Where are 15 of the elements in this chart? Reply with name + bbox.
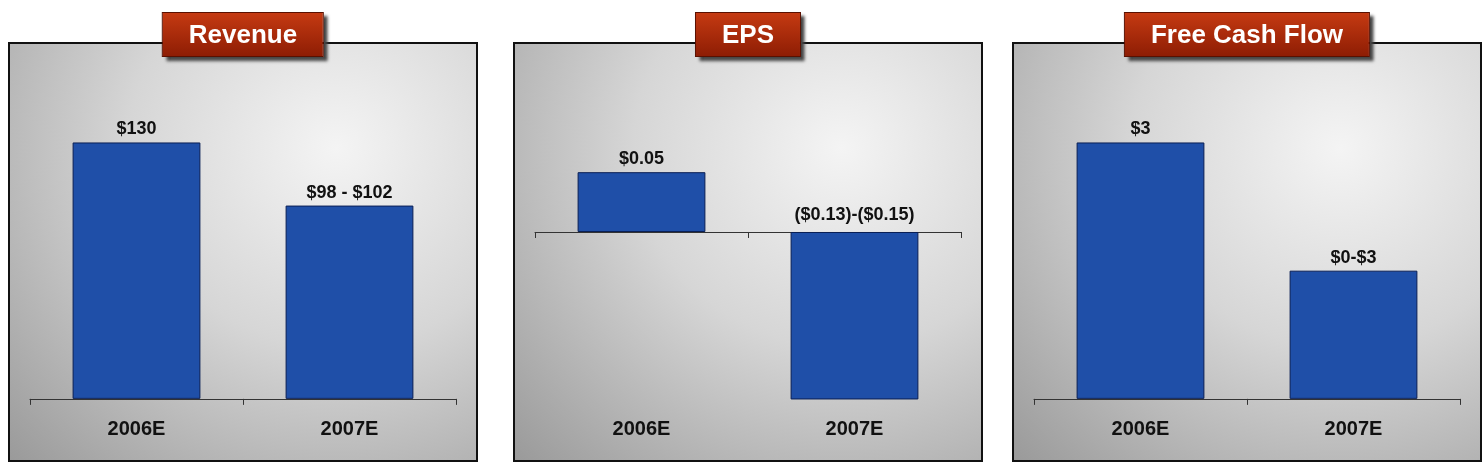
data-label: ($0.13)-($0.15) bbox=[794, 203, 915, 224]
chart-title: EPS bbox=[694, 12, 802, 57]
data-label: $3 bbox=[1130, 118, 1151, 139]
data-label: $0.05 bbox=[618, 148, 665, 169]
data-label: $0-$3 bbox=[1330, 246, 1377, 267]
data-label: $98 - $102 bbox=[306, 181, 393, 202]
x-tick-label: 2006E bbox=[107, 417, 166, 439]
x-tick-label: 2007E bbox=[320, 417, 379, 439]
x-tick-label: 2006E bbox=[612, 417, 671, 439]
x-tick-label: 2007E bbox=[825, 417, 884, 439]
chart-title: Revenue bbox=[161, 12, 325, 57]
chart-title: Free Cash Flow bbox=[1123, 12, 1371, 57]
data-label: $130 bbox=[116, 118, 157, 139]
x-tick-label: 2006E bbox=[1111, 417, 1170, 439]
x-tick-label: 2007E bbox=[1324, 417, 1383, 439]
